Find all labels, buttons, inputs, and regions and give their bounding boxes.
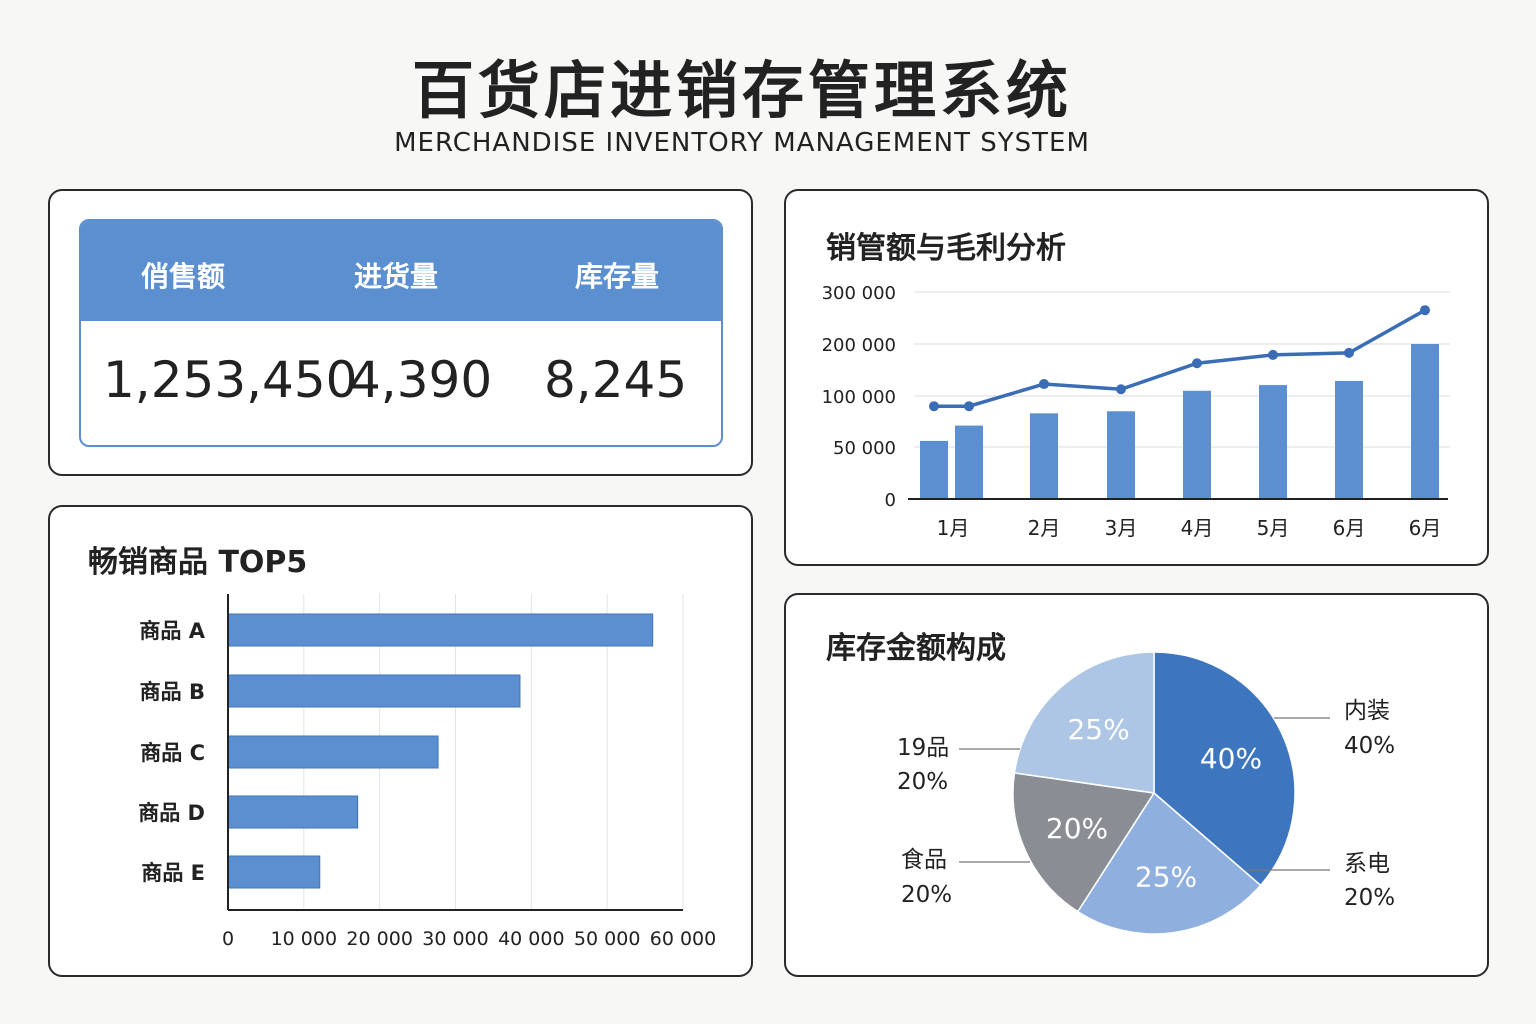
slice-label: 20%	[1046, 812, 1108, 845]
category-label: 商品 A	[139, 619, 205, 643]
bar	[920, 440, 948, 499]
top5-panel: 畅销商品 TOP5 0 10 000 20 000 30 000 40 000 50 00…	[48, 505, 753, 977]
line-point	[929, 401, 939, 412]
bar	[1335, 380, 1363, 499]
x-tick-label: 30 000	[422, 928, 488, 950]
kpi-label-purchase: 进货量	[354, 260, 439, 293]
kpi-panel: 俏售额 进货量 库存量 1,253,450 4,390 8,245	[48, 189, 753, 476]
slice-label: 40%	[1200, 742, 1262, 775]
category-label: 商品 E	[141, 861, 205, 885]
callout-name: 系电	[1344, 851, 1390, 877]
x-tick-label: 50 000	[574, 928, 640, 950]
bar	[1183, 390, 1211, 499]
slice-label: 25%	[1067, 713, 1129, 746]
bar	[1107, 411, 1135, 499]
pie-slice	[1012, 772, 1156, 913]
y-tick-label: 300 000	[822, 283, 896, 304]
x-tick-label: 2月	[1028, 516, 1061, 540]
kpi-value-stock: 8,245	[544, 351, 688, 409]
kpi-label-stock: 库存量	[575, 260, 660, 293]
sales-profit-chart: 0 50 000 100 000 200 000 300 000 1月 2月 3月 4月 5月 6月…	[822, 283, 1450, 540]
page-subtitle: MERCHANDISE INVENTORY MANAGEMENT SYSTEM	[394, 128, 1090, 158]
bar	[227, 674, 521, 708]
kpi-card: 俏售额 进货量 库存量 1,253,450 4,390 8,245	[79, 219, 723, 447]
pie-slice	[1013, 651, 1155, 794]
y-tick-label: 0	[885, 490, 896, 511]
y-tick-label: 100 000	[822, 387, 896, 408]
pie-slice	[1153, 651, 1296, 887]
x-tick-label: 10 000	[271, 928, 337, 950]
x-tick-label: 20 000	[346, 928, 412, 950]
page-title: 百货店进销存管理系统	[411, 54, 1072, 127]
bar	[227, 855, 321, 889]
kpi-label-sales: 俏售额	[141, 260, 226, 293]
top5-title: 畅销商品 TOP5	[88, 545, 308, 580]
callout-name: 食品	[901, 847, 947, 873]
kpi-value-sales: 1,253,450	[103, 351, 358, 409]
y-tick-label: 50 000	[833, 438, 896, 459]
sales-profit-panel: 销管额与毛利分析 0 50 000 100 000 200 000 300 000 1月 2…	[784, 189, 1489, 566]
slice-label: 25%	[1135, 861, 1197, 894]
line-point	[1268, 349, 1278, 360]
x-tick-label: 40 000	[498, 928, 564, 950]
bar	[955, 425, 983, 499]
category-label: 商品 C	[140, 741, 205, 765]
category-label: 商品 B	[140, 680, 205, 704]
callout-percent: 40%	[1344, 733, 1395, 759]
kpi-header: 俏售额 进货量 库存量	[81, 221, 721, 321]
bar	[1411, 344, 1439, 499]
inventory-title: 库存金额构成	[826, 631, 1006, 666]
inventory-pie-chart: 40% 25% 20% 25% 内装 40% 系电 20% 19品 20% 食品 20%	[897, 651, 1395, 935]
x-tick-label: 3月	[1105, 516, 1138, 540]
x-tick-label: 60 000	[650, 928, 716, 950]
line-point	[1420, 305, 1430, 316]
x-tick-label: 1月	[937, 516, 970, 540]
y-tick-label: 200 000	[822, 335, 896, 356]
x-tick-label: 6月	[1333, 516, 1366, 540]
inventory-panel: 库存金额构成 40% 25% 20% 25% 内装 40% 系电 20% 19品 20% 食品 20%	[784, 593, 1489, 977]
callout-name: 内装	[1344, 698, 1390, 724]
x-tick-label: 5月	[1257, 516, 1290, 540]
pie-slice	[1076, 791, 1262, 935]
category-label: 商品 D	[138, 801, 205, 825]
line-point	[964, 401, 974, 412]
bar	[1030, 413, 1058, 499]
profit-line	[934, 308, 1426, 408]
bar	[227, 795, 359, 829]
line-point	[1192, 358, 1202, 369]
callout-name: 19品	[897, 735, 949, 761]
x-tick-label: 4月	[1181, 516, 1214, 540]
bar	[227, 735, 439, 769]
line-point	[1116, 384, 1126, 395]
callout-percent: 20%	[897, 769, 948, 795]
bar	[227, 613, 654, 647]
line-point	[1344, 347, 1354, 358]
callout-percent: 20%	[901, 882, 952, 908]
bar	[1259, 385, 1287, 499]
callout-percent: 20%	[1344, 885, 1395, 911]
line-point	[1039, 379, 1049, 390]
sales-profit-title: 销管额与毛利分析	[826, 231, 1066, 266]
x-tick-label: 6月	[1409, 516, 1442, 540]
kpi-value-purchase: 4,390	[349, 351, 493, 409]
x-tick-label: 0	[222, 928, 234, 950]
top5-chart: 0 10 000 20 000 30 000 40 000 50 000 60 000 商品 …	[138, 594, 716, 950]
